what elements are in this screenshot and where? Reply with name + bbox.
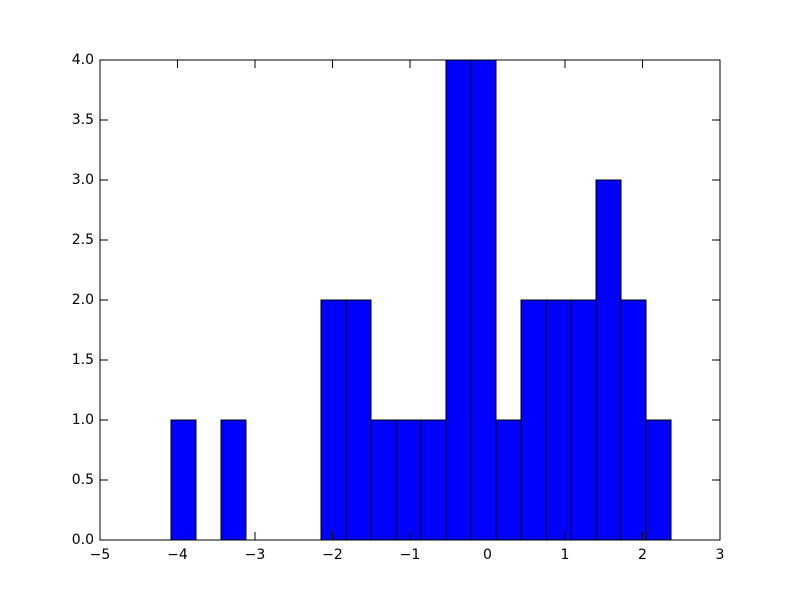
- x-tick-label: −1: [400, 547, 421, 563]
- x-tick-label: −5: [90, 547, 111, 563]
- bar: [220, 419, 247, 541]
- y-tick-label: 1.0: [72, 412, 94, 428]
- y-tick-label: 3.5: [72, 112, 94, 128]
- bar: [495, 419, 522, 541]
- x-tick-label: 2: [638, 547, 647, 563]
- y-tick-label: 0.0: [72, 532, 94, 548]
- y-tick-label: 4.0: [72, 52, 94, 68]
- x-tick-label: 3: [716, 547, 725, 563]
- bar: [445, 59, 472, 541]
- y-tick-label: 0.5: [72, 472, 94, 488]
- bar: [545, 299, 572, 541]
- y-tick-label: 2.5: [72, 232, 94, 248]
- bar: [170, 419, 197, 541]
- bar: [320, 299, 347, 541]
- bar: [420, 419, 447, 541]
- bar: [520, 299, 547, 541]
- x-tick-label: −4: [167, 547, 188, 563]
- x-tick-label: 1: [561, 547, 570, 563]
- bar: [570, 299, 597, 541]
- bar: [595, 179, 622, 541]
- bar: [345, 299, 372, 541]
- bar: [645, 419, 672, 541]
- x-tick-label: −2: [322, 547, 343, 563]
- y-tick-label: 2.0: [72, 292, 94, 308]
- bar: [395, 419, 422, 541]
- x-tick-label: 0: [483, 547, 492, 563]
- bar: [370, 419, 397, 541]
- bar: [620, 299, 647, 541]
- y-tick-label: 1.5: [72, 352, 94, 368]
- x-tick-label: −3: [245, 547, 266, 563]
- y-tick-label: 3.0: [72, 172, 94, 188]
- bar: [470, 59, 497, 541]
